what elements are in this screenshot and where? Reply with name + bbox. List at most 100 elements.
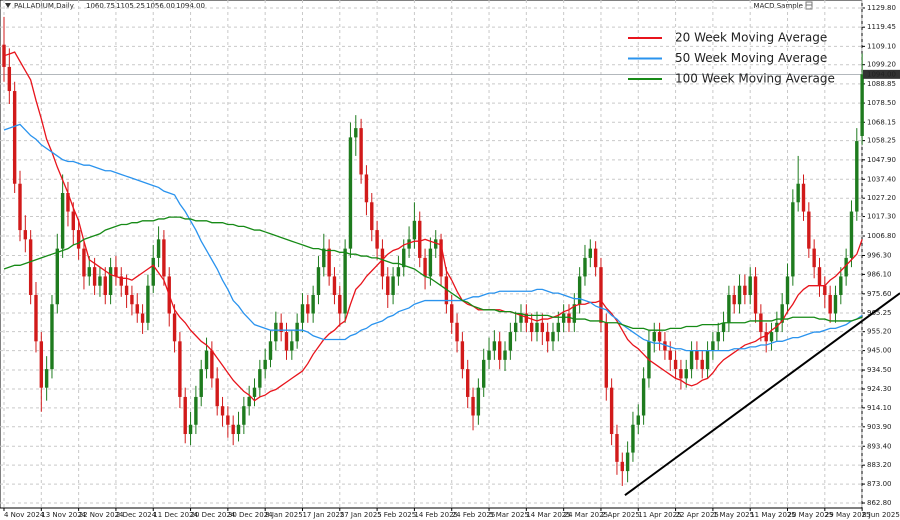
y-tick-label: 1129.80 [867, 4, 896, 12]
x-tick-label: 11 Dec 2024 [153, 511, 198, 519]
candle-body [812, 248, 816, 268]
candle-body [34, 294, 38, 342]
last-price-tag [863, 69, 900, 79]
x-tick-label: 8 Jun 2025 [862, 511, 900, 519]
y-tick-label: 873.00 [867, 480, 892, 488]
candle-body [508, 332, 513, 351]
candle-body [210, 350, 214, 379]
candle-body [50, 304, 54, 370]
candle-body [636, 415, 640, 425]
candle-body [663, 341, 667, 351]
candle-body [519, 313, 523, 323]
candle-body [551, 332, 555, 342]
candle-body [492, 341, 497, 351]
candle-body [625, 452, 630, 472]
candle-body [588, 248, 592, 258]
candle-body [284, 332, 289, 351]
header-value: 1060.75 [86, 2, 115, 10]
y-tick-label: 1027.20 [867, 194, 896, 202]
candle-body [55, 248, 59, 305]
candle-body [769, 332, 774, 342]
candle-body [833, 294, 838, 314]
x-tick-label: 4 Nov 2024 [4, 511, 45, 519]
y-tick-label: 883.20 [867, 461, 892, 469]
x-tick-label: 8 Jan 2025 [265, 511, 303, 519]
candle-body [721, 322, 726, 333]
candle-body [162, 239, 166, 277]
x-tick-label: 2 Dec 2024 [116, 511, 157, 519]
x-tick-label: 22 Apr 2025 [676, 511, 719, 519]
candle-body [135, 304, 139, 314]
y-tick-label: 914.10 [867, 404, 892, 412]
legend-label: 100 Week Moving Average [675, 72, 835, 86]
y-tick-label: 986.10 [867, 270, 892, 278]
candle-body [577, 276, 582, 305]
candle-body [146, 285, 150, 323]
candle-body [801, 183, 806, 212]
y-tick-label: 862.80 [867, 499, 892, 507]
candle-body [476, 387, 481, 416]
candle-body [226, 415, 230, 425]
candle-body [39, 341, 44, 388]
y-tick-label: 934.50 [867, 366, 892, 374]
candle-body [343, 248, 347, 314]
candle-body [178, 341, 182, 397]
y-tick-label: 975.60 [867, 290, 892, 298]
candle-body [482, 359, 486, 388]
indicator-icon [805, 1, 813, 10]
candle-body [743, 285, 747, 295]
x-tick-label: 22 Nov 2024 [79, 511, 124, 519]
header-value: 1105.25 [116, 2, 145, 10]
candle-body [220, 406, 225, 416]
candle-body [423, 257, 427, 277]
trendline [624, 292, 900, 497]
candle-body [631, 424, 635, 453]
candle-body [545, 332, 550, 342]
candle-body [348, 137, 353, 249]
candle-body [402, 248, 406, 268]
y-tick-label: 996.30 [867, 251, 892, 259]
candle-body [513, 322, 518, 333]
y-tick-label: 1006.80 [867, 232, 896, 240]
candle-body [396, 267, 401, 277]
candle-body [823, 285, 827, 295]
y-tick-label: 965.25 [867, 309, 892, 317]
candle-body [716, 332, 720, 342]
moving-average-line [3, 216, 863, 331]
candle-body [354, 128, 358, 138]
candle-body [236, 424, 241, 435]
candle-body [327, 248, 331, 277]
candle-body [151, 257, 155, 286]
candle-body [791, 202, 795, 277]
candle-body [156, 239, 161, 258]
candle-body [18, 183, 22, 231]
candle-body [620, 461, 624, 472]
x-tick-label: 27 Jan 2025 [340, 511, 382, 519]
candle-body [748, 276, 752, 295]
candle-body [599, 267, 603, 323]
candle-body [322, 248, 326, 268]
candle-body [370, 202, 374, 231]
candle-body [780, 304, 784, 323]
candle-body [103, 276, 107, 295]
candle-body [108, 267, 113, 295]
candle-body [817, 267, 822, 286]
candle-body [572, 304, 577, 323]
candle-body [386, 276, 390, 295]
candle-body [290, 341, 294, 351]
x-tick-label: 2 Apr 2025 [601, 511, 640, 519]
last-price-label: 1094.00 [867, 70, 896, 78]
candle-body [529, 322, 534, 333]
y-tick-label: 1037.40 [867, 175, 896, 183]
candle-body [705, 350, 710, 370]
x-tick-label: 24 Feb 2025 [452, 511, 496, 519]
candle-body [316, 267, 321, 295]
candle-body [28, 239, 33, 295]
candle-body [807, 211, 811, 249]
symbol-icon [5, 3, 11, 8]
legend-label: 20 Week Moving Average [675, 31, 827, 45]
moving-average-line [3, 51, 863, 402]
candle-body [76, 230, 81, 249]
candle-body [140, 313, 145, 323]
candle-body [727, 294, 731, 323]
